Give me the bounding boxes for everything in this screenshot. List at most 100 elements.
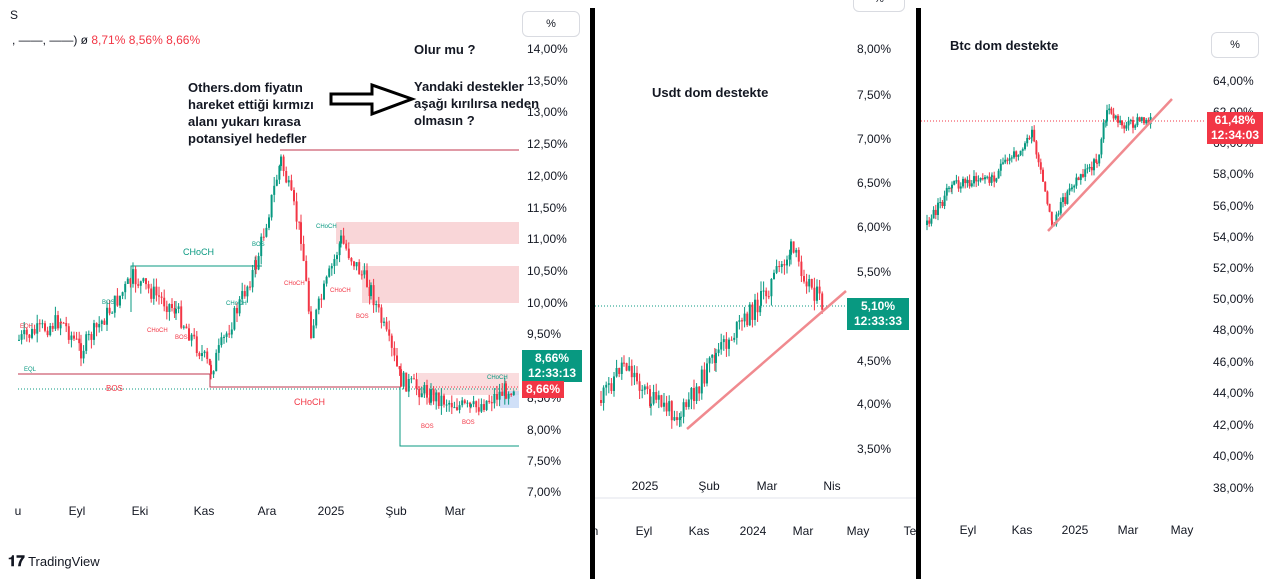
candle-body: [646, 386, 649, 390]
support-trendline: [1047, 98, 1173, 232]
note-others-target: Others.dom fiyatın hareket ettiği kırmız…: [188, 80, 314, 146]
candle-body: [1079, 174, 1082, 181]
candle-body: [767, 296, 770, 298]
candle-body: [505, 383, 507, 399]
candle-body: [1064, 197, 1067, 204]
candle-body: [676, 417, 678, 421]
candle-body: [1095, 159, 1098, 163]
candle-body: [493, 394, 496, 404]
countdown-timer: 12:33:13: [527, 366, 577, 380]
candle-body: [390, 335, 393, 348]
choch-label-small-5: CHoCH: [284, 281, 305, 287]
bos-label-5: BOS: [421, 424, 434, 430]
candles-series: [926, 104, 1152, 231]
candle-body: [1071, 187, 1073, 189]
candle-body: [363, 270, 366, 275]
symbol-label: S: [10, 8, 19, 22]
candle-body: [215, 352, 218, 372]
candle-body: [1100, 139, 1103, 155]
chart-panel-usdt-dom[interactable]: % Usdt dom destekte 8,00% 7,50% 7,00% 6,50%…: [595, 0, 917, 579]
candle-body: [75, 338, 78, 340]
candle-body: [236, 307, 238, 314]
candle-body: [1010, 157, 1013, 159]
candle-body: [503, 383, 506, 396]
x-tick-1: Kas: [1012, 523, 1033, 537]
candle-body: [687, 399, 690, 407]
candle-body: [638, 381, 641, 391]
candle-body: [188, 328, 190, 341]
candle-body: [423, 385, 426, 394]
candle-body: [268, 217, 270, 228]
chart-panel-others-dom[interactable]: S , ——, ——) ø 8,71% 8,56% 8,66% % 14,00%…: [0, 0, 590, 579]
legend-prefix: , ——, ——) ø: [12, 33, 88, 47]
x-tick-lower-1: Eyl: [636, 524, 653, 538]
candle-body: [282, 156, 285, 171]
candle-body: [173, 308, 176, 314]
note-support-break: Yandaki destekler aşağı kırılırsa neden …: [414, 79, 540, 128]
tradingview-logo[interactable]: 𝟏𝟕 TradingView: [8, 553, 100, 570]
candle-body: [948, 187, 950, 189]
candle-body: [1073, 185, 1076, 188]
candle-body: [962, 178, 964, 187]
candle-body: [693, 388, 695, 401]
candle-body: [80, 343, 82, 359]
candle-body: [355, 262, 358, 267]
candle-body: [988, 176, 991, 183]
candle-body: [420, 393, 423, 398]
candle-body: [633, 372, 636, 378]
chart-title-usdt: Usdt dom destekte: [652, 85, 769, 100]
support-trendline: [686, 290, 847, 430]
candle-body: [139, 281, 142, 286]
panel-divider-2: [916, 8, 921, 579]
y-tick-4: 12,00%: [527, 169, 568, 183]
candle-body: [715, 352, 717, 363]
chart-panel-btc-dom[interactable]: % Btc dom destekte 64,00%62,00%60,00%58,…: [921, 0, 1281, 579]
choch-label-small-6: CHoCH: [330, 288, 351, 294]
candle-body: [437, 392, 440, 407]
choch-label-small-4: CHoCH: [147, 328, 168, 334]
candle-body: [778, 266, 781, 268]
candle-body: [142, 278, 145, 282]
candle-body: [643, 386, 646, 390]
candle-body: [238, 299, 241, 314]
candle-body: [937, 202, 939, 215]
candle-body: [1123, 125, 1126, 129]
candle-body: [44, 323, 46, 331]
candle-body: [733, 337, 736, 340]
percent-scale-button[interactable]: %: [522, 11, 580, 37]
y-tick-3: 58,00%: [1213, 167, 1254, 181]
candle-body: [393, 347, 396, 356]
candle-body: [1114, 115, 1117, 119]
candle-body: [70, 335, 73, 340]
candle-body: [466, 402, 469, 404]
percent-scale-button[interactable]: %: [1211, 32, 1259, 58]
percent-scale-button[interactable]: %: [853, 0, 905, 12]
candle-body: [722, 339, 725, 343]
candle-body: [480, 404, 483, 412]
y-axis-labels: 8,00% 7,50% 7,00% 6,50% 6,00% 5,50% 4,50% 4,00%…: [857, 42, 891, 456]
candle-body: [1008, 158, 1011, 161]
candle-body: [607, 383, 610, 385]
candle-body: [735, 321, 738, 338]
candle-body: [41, 323, 44, 325]
x-tick-0: 2025: [632, 479, 659, 493]
candle-body: [1042, 169, 1044, 182]
candle-body: [1033, 129, 1036, 142]
candle-body: [663, 402, 665, 407]
candle-body: [396, 355, 398, 367]
candle-body: [773, 272, 775, 279]
candle-body: [160, 296, 163, 298]
y-tick-2: 7,00%: [857, 132, 891, 146]
candle-body: [453, 407, 456, 409]
candle-body: [951, 184, 953, 189]
candle-body: [995, 178, 998, 182]
candle-body: [182, 326, 185, 328]
y-tick-6: 4,50%: [857, 354, 891, 368]
x-tick-1: Eyl: [69, 504, 86, 518]
candle-body: [792, 241, 795, 253]
candle-body: [225, 333, 228, 337]
choch-label-green: CHoCH: [183, 247, 214, 257]
candle-body: [307, 280, 310, 312]
candle-body: [220, 337, 223, 346]
candle-body: [260, 236, 263, 257]
